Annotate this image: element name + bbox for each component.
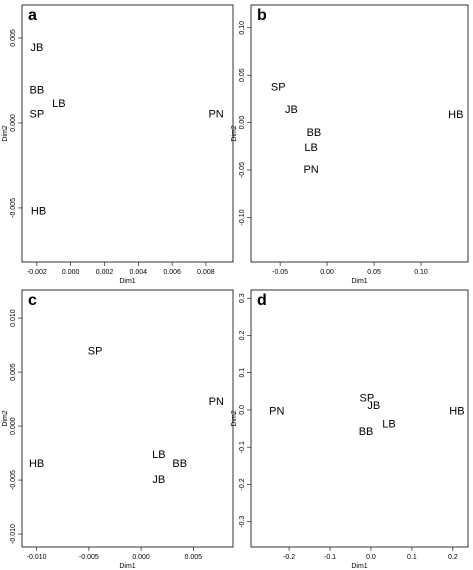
y-tick-label: 0.0 <box>239 405 246 415</box>
plot-frame <box>21 289 234 548</box>
point-label: HB <box>31 205 46 217</box>
y-tick-label: -0.3 <box>239 516 246 528</box>
x-tick-label: -0.1 <box>324 554 336 561</box>
y-tick-label: -0.005 <box>10 198 17 218</box>
panel-label: c <box>28 292 37 309</box>
y-axis-label: Dim2 <box>2 410 9 426</box>
x-tick-label: 0.05 <box>367 269 381 276</box>
y-axis-label: Dim2 <box>231 410 238 426</box>
x-tick-label: 0.005 <box>185 554 203 561</box>
point-label: LB <box>152 449 165 461</box>
x-tick-label: -0.05 <box>272 269 288 276</box>
x-tick-label: 0.1 <box>407 554 417 561</box>
y-tick-label: 0.00 <box>239 116 246 130</box>
y-tick-label: -0.005 <box>10 470 17 490</box>
point-label: LB <box>52 98 65 110</box>
x-tick-label: 0.0 <box>366 554 376 561</box>
x-tick-label: -0.010 <box>27 554 47 561</box>
point-label: BB <box>307 127 322 139</box>
point-label: SP <box>360 393 375 405</box>
plot-frame <box>250 4 469 263</box>
point-label: JB <box>285 104 298 116</box>
y-tick-label: 0.05 <box>239 68 246 82</box>
x-tick-label: -0.2 <box>283 554 295 561</box>
x-tick-label: 0.000 <box>132 554 150 561</box>
y-tick-label: -0.2 <box>239 478 246 490</box>
y-tick-label: -0.1 <box>239 441 246 453</box>
y-axis-label: Dim2 <box>231 125 238 141</box>
point-label: JB <box>367 400 380 412</box>
y-tick-label: 0.005 <box>10 363 17 381</box>
point-label: JB <box>152 474 165 486</box>
x-axis-label: Dim1 <box>119 278 135 285</box>
x-tick-label: 0.000 <box>62 269 80 276</box>
point-label: BB <box>172 458 187 470</box>
point-label: SP <box>88 345 103 357</box>
y-tick-label: 0.010 <box>10 309 17 327</box>
y-tick-label: 0.10 <box>239 21 246 35</box>
y-tick-label: 0.1 <box>239 368 246 378</box>
panel-label: b <box>257 7 267 24</box>
plot-frame <box>21 4 234 263</box>
x-tick-label: -0.005 <box>79 554 99 561</box>
point-label: HB <box>449 406 464 418</box>
point-label: LB <box>382 419 395 431</box>
x-axis-label: Dim1 <box>119 563 135 570</box>
y-tick-label: -0.05 <box>239 162 246 178</box>
point-label: HB <box>448 109 463 121</box>
y-tick-label: -0.10 <box>239 209 246 225</box>
x-tick-label: 0.008 <box>197 269 215 276</box>
point-label: HB <box>29 458 44 470</box>
point-label: PN <box>269 406 284 418</box>
point-label: SP <box>271 81 286 93</box>
point-label: PN <box>208 108 223 120</box>
point-label: PN <box>209 396 224 408</box>
point-label: LB <box>304 142 317 154</box>
panel-label: d <box>257 292 267 309</box>
point-label: JB <box>30 42 43 54</box>
y-tick-label: 0.2 <box>239 330 246 340</box>
x-axis-label: Dim1 <box>351 278 367 285</box>
x-tick-label: 0.00 <box>320 269 334 276</box>
point-label: PN <box>303 164 318 176</box>
x-tick-label: 0.2 <box>448 554 458 561</box>
y-tick-label: 0.000 <box>10 114 17 132</box>
point-label: SP <box>30 108 45 120</box>
y-tick-label: 0.005 <box>10 29 17 47</box>
x-tick-label: 0.002 <box>96 269 114 276</box>
x-tick-label: 0.004 <box>130 269 148 276</box>
y-tick-label: 0.000 <box>10 417 17 435</box>
y-tick-label: 0.3 <box>239 293 246 303</box>
x-tick-label: 0.10 <box>414 269 428 276</box>
y-axis-label: Dim2 <box>2 125 9 141</box>
plot-frame <box>250 289 469 548</box>
x-tick-label: -0.002 <box>27 269 47 276</box>
point-label: BB <box>359 426 374 438</box>
panel-label: a <box>28 7 37 24</box>
y-tick-label: -0.010 <box>10 524 17 544</box>
x-tick-label: 0.006 <box>163 269 181 276</box>
point-label: BB <box>30 85 45 97</box>
x-axis-label: Dim1 <box>351 563 367 570</box>
